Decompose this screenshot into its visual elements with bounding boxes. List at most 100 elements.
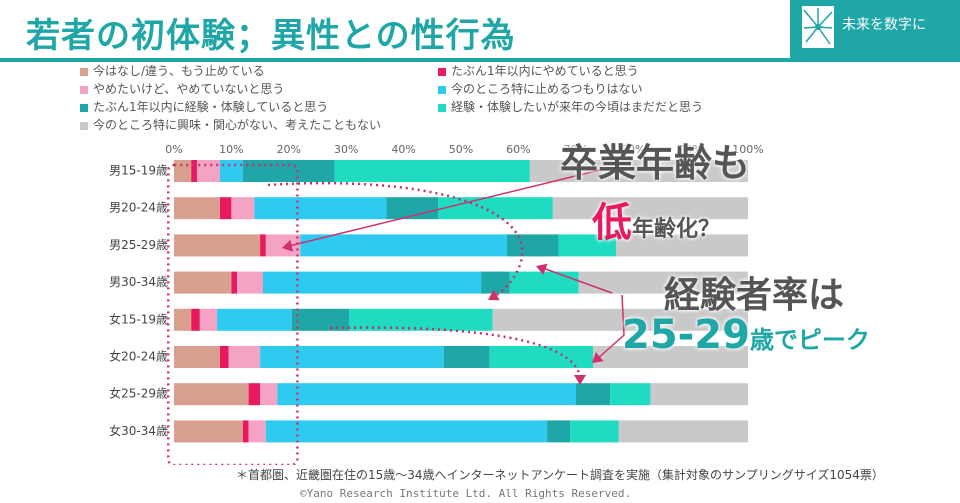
bar-segment [265,420,548,443]
annotation-younger-big: 低 [592,200,632,246]
annotation-graduation-age: 卒業年齢も [560,141,751,185]
bar-segment [237,271,263,294]
bar-segment [174,234,261,257]
bar-segment [558,234,616,257]
y-category-label: 男25-29歳 [109,238,168,252]
pointer-peak-b [595,294,625,361]
stacked-bar-chart: 0% 10% 20% 30% 40% 50% 60% 70% 80% 90% 100% 男15-19歳… [109,143,764,465]
legend-swatch [438,85,446,94]
bar-segment [174,308,192,331]
annotation-younger-small: 年齢化？ [632,217,721,242]
legend-item: 今はなし/違う、もう止めている [80,62,265,80]
legend-label: たぶん1年以内にやめていると思う [451,64,639,78]
x-tick-label: 40% [391,143,415,156]
bar-segment [349,308,493,331]
legend-item: やめたいけど、やめていないと思う [80,80,284,98]
x-tick-label: 30% [334,143,358,156]
bar-segment [262,271,482,294]
legend-label: 経験・体験したいが来年の今頃はまだだと思う [451,100,704,114]
bar-segment [593,346,748,368]
pointer-peak-a [539,266,613,294]
bar-segment [254,197,387,220]
x-tick-label: 10% [219,143,243,156]
bar-segment [231,271,238,294]
bar-segment [334,160,530,182]
pointer-peak-b-head [592,351,604,363]
bar-segment [191,308,200,331]
legend-swatch [438,67,446,76]
legend-item: 今のところ特に興味・関心がない、考えたこともない [80,116,381,134]
legend-label: 今のところ特に興味・関心がない、考えたこともない [93,118,382,132]
brand-tagline: 未来を数字に [842,17,926,33]
copyright: ©Yano Research Institute Ltd. All Rights… [300,487,632,500]
bar-segment [260,234,266,257]
legend-item: 経験・体験したいが来年の今頃はまだだと思う [438,98,703,116]
bar-segment [291,308,350,331]
x-tick-label: 60% [506,143,530,156]
bar-segment [231,197,255,220]
bar-segment [174,383,249,406]
bar-segment [615,234,748,257]
annotation-experience-rate: 経験者率は [664,275,845,316]
bar-segment [300,234,507,257]
legend-swatch [80,121,88,130]
legend-label: 今はなし/違う、もう止めている [93,64,265,78]
bar-segment [260,383,278,406]
legend-label: 今のところ特に止めるつもりはない [451,82,643,96]
bar-segment [217,308,292,331]
bar-segment [174,346,220,368]
bar-segment [242,420,249,443]
bar-segment [547,420,571,443]
chart-legend: 今はなし/違う、もう止めている たぶん1年以内にやめていると思う やめたいけど、… [80,62,780,134]
bar-segment [174,160,192,182]
bar-segment [277,383,576,406]
bar-segment [199,308,218,331]
bar-segment [552,197,748,220]
bar-segment [219,160,243,182]
pointer-to-young [284,169,601,248]
pointer-peak-a-head [536,263,548,276]
bar-segment [610,383,651,406]
bar-segment [438,197,553,220]
highlight-box [167,163,299,465]
legend-swatch [438,103,446,112]
x-tick-label: 80% [621,143,645,156]
y-category-label: 男20-24歳 [109,201,168,215]
bar-segment [489,346,594,368]
legend-swatch [80,85,88,94]
x-tick-label: 0% [165,143,182,156]
page-title: 若者の初体験；異性との性行為 [26,16,516,56]
bar-segment [506,234,559,257]
bar-segment [248,420,266,443]
footnote: ＊首都圏、近畿圏在住の15歳～34歳へインターネットアンケート調査を実施（集計対… [236,468,884,482]
x-tick-label: 100% [732,143,763,156]
pointer-to-young-head [282,239,294,252]
bar-segment [228,346,261,368]
bar-segment [174,197,220,220]
legend-label: やめたいけど、やめていないと思う [93,82,285,96]
annotation-peak-big: 25-29 [622,312,750,358]
bar-segment [570,420,619,443]
bar-segment [509,271,579,294]
x-tick-label: 90% [678,143,702,156]
brand-box: 未来を数字に [790,0,960,62]
annotation-peak-small: 歳でピーク [749,326,870,354]
header-underline [0,58,790,62]
bar-segment [219,346,229,368]
y-category-label: 男15-19歳 [109,164,168,178]
annotation-younger: 低年齢化？ [592,190,720,248]
legend-swatch [80,103,88,112]
x-tick-label: 20% [277,143,301,156]
x-tick-label: 70% [564,143,588,156]
bar-segment [196,160,220,182]
bar-segment [248,383,261,406]
bar-segment [578,271,748,294]
bar-segment [242,160,335,182]
legend-item: 今のところ特に止めるつもりはない [438,80,643,98]
y-category-label: 女15-19歳 [109,311,168,326]
bar-segment [575,383,611,406]
legend-label: たぶん1年以内に経験・体験していると思う [93,100,329,114]
legend-item: たぶん1年以内にやめていると思う [438,62,639,80]
bar-segment [174,271,232,294]
y-category-label: 女20-24歳 [109,349,168,364]
